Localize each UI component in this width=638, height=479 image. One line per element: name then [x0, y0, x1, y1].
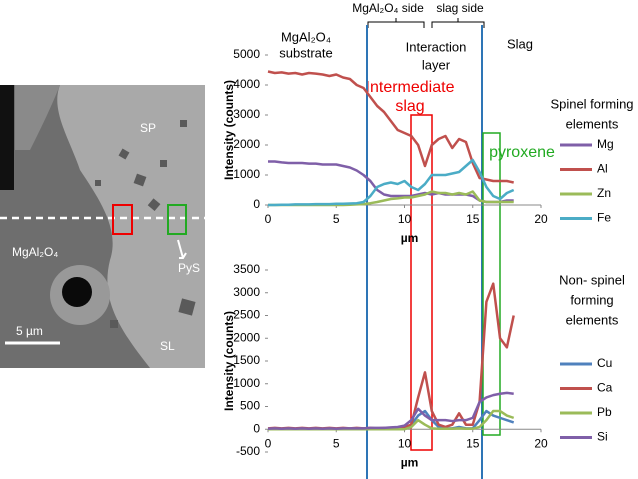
y-tick-label: 2000 — [233, 137, 260, 151]
y-tick-label: 3000 — [233, 285, 260, 299]
y-tick-label: 3500 — [233, 262, 260, 276]
y-tick-label: -500 — [236, 444, 260, 458]
y-tick-label: 1500 — [233, 353, 260, 367]
x-tick-label: 15 — [466, 212, 480, 226]
legend-title: Spinel forming — [550, 96, 633, 111]
legend-title: forming — [570, 292, 613, 307]
legend-label: Al — [597, 162, 608, 176]
arrow — [177, 239, 187, 259]
annotation: substrate — [279, 45, 332, 60]
label: 5 µm — [16, 324, 43, 338]
x-tick-label: 20 — [534, 212, 548, 226]
annotation: layer — [422, 57, 451, 72]
annotations: MgAl₂O₄ side slag side MgAl₂O₄ substrate… — [279, 1, 555, 479]
highlight-box — [482, 132, 501, 436]
series-line — [268, 158, 515, 207]
annotation: slag — [395, 98, 424, 115]
annotation: Intermediate — [366, 79, 455, 96]
x-tick-label: 0 — [265, 212, 272, 226]
pore — [62, 277, 92, 307]
x-tick-label: 10 — [398, 212, 412, 226]
annotation: MgAl₂O₄ — [281, 29, 331, 44]
y-tick-label: 1000 — [233, 376, 260, 390]
y-axis-label: Intensity (counts) — [222, 80, 236, 180]
green-box — [167, 204, 187, 235]
y-tick-label: 5000 — [233, 47, 260, 61]
x-tick-label: 5 — [333, 212, 340, 226]
x-axis-label: µm — [401, 231, 419, 245]
y-tick-label: 3000 — [233, 107, 260, 121]
legend-title: Non- spinel — [559, 272, 625, 287]
highlight-box — [410, 114, 433, 451]
brace — [431, 18, 485, 28]
legend-label: Pb — [597, 405, 612, 419]
annotation: pyroxene — [489, 144, 555, 161]
x-axis-label: µm — [401, 455, 419, 469]
legend-label: Ca — [597, 381, 613, 395]
annotation: Slag — [507, 36, 533, 51]
legend-title: elements — [566, 116, 619, 131]
y-tick-label: 1000 — [233, 167, 260, 181]
legend-title: elements — [566, 312, 619, 327]
y-tick-label: 0 — [253, 197, 260, 211]
y-tick-label: 4000 — [233, 77, 260, 91]
crystals — [95, 120, 196, 328]
x-tick-label: 20 — [534, 436, 548, 450]
y-tick-label: 2000 — [233, 330, 260, 344]
legend-label: Zn — [597, 186, 611, 200]
red-box — [112, 204, 133, 235]
label: PyS — [178, 261, 200, 275]
dark-band — [0, 85, 14, 190]
x-tick-label: 10 — [398, 436, 412, 450]
y-tick-label: 2500 — [233, 308, 260, 322]
label: SL — [160, 339, 175, 353]
series-line — [268, 190, 514, 207]
x-tick-label: 15 — [466, 436, 480, 450]
series-line — [267, 391, 514, 431]
y-tick-label: 0 — [253, 421, 260, 435]
label: MgAl₂O₄ — [12, 245, 58, 259]
legend-label: Si — [597, 430, 608, 444]
legend-label: Cu — [597, 356, 612, 370]
series-line — [267, 70, 514, 184]
x-tick-label: 5 — [333, 436, 340, 450]
y-tick-label: 500 — [240, 399, 260, 413]
micrograph: SP MgAl₂O₄ PyS SL 5 µm — [0, 85, 206, 368]
series-line — [268, 160, 514, 204]
y-axis-label: Intensity (counts) — [222, 311, 236, 411]
annotation: MgAl₂O₄ side — [352, 1, 424, 15]
x-tick-label: 0 — [265, 436, 272, 450]
annotation: slag side — [436, 1, 484, 15]
label: SP — [140, 121, 156, 135]
region — [15, 85, 60, 150]
brace — [367, 18, 425, 28]
legend-label: Fe — [597, 211, 611, 225]
annotation: Interaction — [406, 39, 467, 54]
legend-label: Mg — [597, 137, 614, 151]
